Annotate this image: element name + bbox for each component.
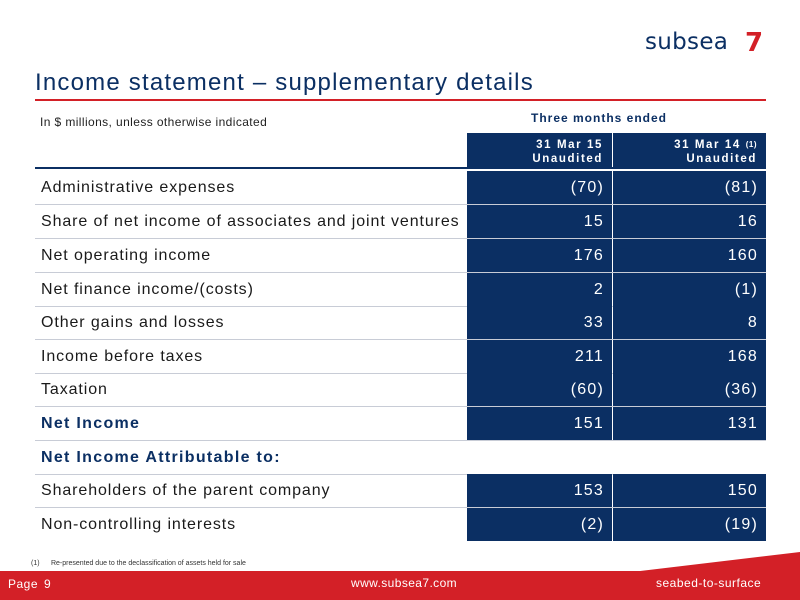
footnote-marker: (1) [745,140,757,149]
row-label: Net Income [41,415,141,432]
row-label: Income before taxes [41,348,204,365]
value-q1-2014: (36) [613,373,766,406]
value-q1-2015: 176 [467,239,612,272]
page-label: Page [8,577,39,591]
footer-tagline: seabed-to-surface [656,576,762,590]
subsea7-logo: subsea 7 [645,28,769,58]
column-status: Unaudited [532,153,603,165]
page-indicator: Page 9 [8,577,51,591]
table-row: Income before taxes 211 168 [35,340,766,374]
value-q1-2014: 168 [613,340,766,373]
table-row-total: Net Income 151 131 [35,407,766,441]
website-link[interactable]: www.subsea7.com [351,576,458,590]
row-divider [35,306,766,307]
footer-bar: Page 9 www.subsea7.com seabed-to-surface [0,571,800,600]
period-heading: Three months ended [531,111,668,125]
value-q1-2014: 131 [613,407,766,440]
slide-title: Income statement – supplementary details [35,69,534,96]
row-label: Non-controlling interests [41,516,237,533]
table-row: Other gains and losses 33 8 [35,306,766,340]
value-q1-2014: 8 [613,306,766,339]
value-q1-2015: (2) [467,508,612,541]
row-label: Administrative expenses [41,179,236,196]
row-label: Net Income Attributable to: [41,449,281,466]
value-q1-2014: 150 [613,474,766,507]
page-number: 9 [44,577,52,591]
header-rule [35,167,766,169]
value-q1-2014: (19) [613,508,766,541]
section-heading-row: Net Income Attributable to: [35,441,766,475]
row-divider [35,204,766,205]
column-header-q1-2014: 31 Mar 14 (1) Unaudited [613,133,766,169]
table-row: Shareholders of the parent company 153 1… [35,474,766,508]
row-divider [35,373,766,374]
value-q1-2014: 16 [613,205,766,238]
value-q1-2015: 151 [467,407,612,440]
row-divider [35,272,766,273]
logo-digit: 7 [745,28,764,58]
table-row: Net finance income/(costs) 2 (1) [35,273,766,307]
row-divider [35,406,766,407]
value-q1-2015: 15 [467,205,612,238]
footnote: (1) Re-presented due to the declassifica… [31,560,246,567]
value-q1-2015: 211 [467,340,612,373]
column-header-q1-2015: 31 Mar 15 Unaudited [467,133,612,169]
row-label: Other gains and losses [41,314,225,331]
value-q1-2014: (1) [613,273,766,306]
footnote-number: (1) [31,560,40,567]
title-underline [35,99,766,101]
row-divider [35,238,766,239]
row-divider [35,474,766,475]
value-q1-2015: 153 [467,474,612,507]
row-label: Share of net income of associates and jo… [41,213,460,230]
row-divider [35,440,766,441]
table-row: Share of net income of associates and jo… [35,205,766,239]
value-q1-2015: (60) [467,373,612,406]
table-row: Administrative expenses (70) (81) [35,171,766,205]
row-divider [35,339,766,340]
value-q1-2015: 2 [467,273,612,306]
row-label: Shareholders of the parent company [41,482,331,499]
table-row: Taxation (60) (36) [35,373,766,407]
footer-wedge-decoration [632,552,800,572]
column-status: Unaudited [686,153,757,165]
logo-wordmark: subsea [645,29,729,55]
value-q1-2015: (70) [467,171,612,204]
row-label: Net finance income/(costs) [41,281,254,298]
table-row: Non-controlling interests (2) (19) [35,508,766,541]
column-date: 31 Mar 14 [674,139,746,151]
footnote-text: Re-presented due to the declassification… [50,560,246,567]
value-q1-2014: 160 [613,239,766,272]
unit-note: In $ millions, unless otherwise indicate… [40,115,268,129]
value-q1-2014: (81) [613,171,766,204]
row-divider [35,507,766,508]
row-label: Net operating income [41,247,212,264]
row-label: Taxation [41,381,108,398]
table-row: Net operating income 176 160 [35,239,766,273]
column-date: 31 Mar 15 [536,139,603,151]
value-q1-2015: 33 [467,306,612,339]
